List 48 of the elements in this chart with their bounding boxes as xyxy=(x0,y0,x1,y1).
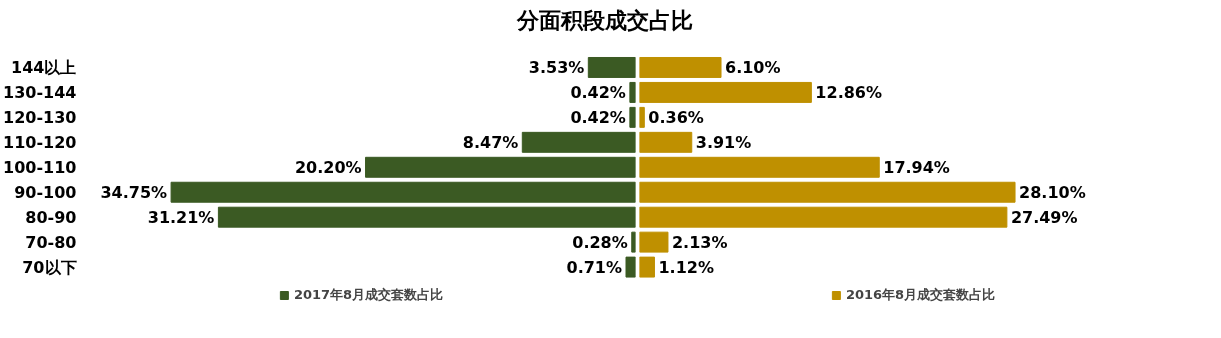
data-label: 34.75% xyxy=(100,182,168,202)
bar xyxy=(217,206,636,228)
data-label: 0.42% xyxy=(570,82,626,102)
data-label: 27.49% xyxy=(1010,207,1078,227)
bar xyxy=(365,156,636,178)
bar xyxy=(639,256,655,278)
bar xyxy=(639,56,722,78)
bar xyxy=(521,131,636,153)
bar xyxy=(639,181,1016,203)
data-label: 3.53% xyxy=(528,57,585,77)
bar xyxy=(639,231,669,253)
data-label: 8.47% xyxy=(462,132,519,152)
y-tick-label: 70-80 xyxy=(25,232,77,252)
bar xyxy=(639,206,1008,228)
data-label: 0.36% xyxy=(648,107,704,127)
y-tick-label: 80-90 xyxy=(25,207,77,227)
bar xyxy=(625,256,636,278)
data-label: 3.91% xyxy=(695,132,752,152)
legend-label: 2017年8月成交套数占比 xyxy=(293,286,444,304)
data-label: 0.42% xyxy=(570,107,626,127)
bar xyxy=(639,131,693,153)
data-label: 0.71% xyxy=(566,257,623,277)
y-tick-label: 90-100 xyxy=(14,182,77,202)
y-tick-label: 120-130 xyxy=(3,107,77,127)
bar xyxy=(639,156,880,178)
y-tick-label: 144以上 xyxy=(11,57,77,77)
data-label: 17.94% xyxy=(883,157,950,177)
y-tick-label: 70以下 xyxy=(22,257,77,277)
data-label: 28.10% xyxy=(1019,182,1086,202)
data-label: 31.21% xyxy=(147,207,215,227)
bar xyxy=(631,231,636,253)
data-label: 6.10% xyxy=(725,57,781,77)
data-label: 1.12% xyxy=(658,257,714,277)
y-tick-label: 130-144 xyxy=(3,82,77,102)
data-label: 12.86% xyxy=(815,82,882,102)
y-tick-label: 100-110 xyxy=(3,157,77,177)
bar xyxy=(629,106,636,128)
bar xyxy=(639,106,645,128)
bar xyxy=(629,81,636,103)
y-tick-label: 110-120 xyxy=(3,132,77,152)
legend-label: 2016年8月成交套数占比 xyxy=(845,286,996,304)
data-label: 0.28% xyxy=(572,232,628,252)
bar xyxy=(639,81,812,103)
data-label: 2.13% xyxy=(671,232,728,252)
chart-title: 分面积段成交占比 xyxy=(517,7,693,35)
bar xyxy=(587,56,636,78)
bar xyxy=(170,181,636,203)
data-label: 20.20% xyxy=(294,157,362,177)
